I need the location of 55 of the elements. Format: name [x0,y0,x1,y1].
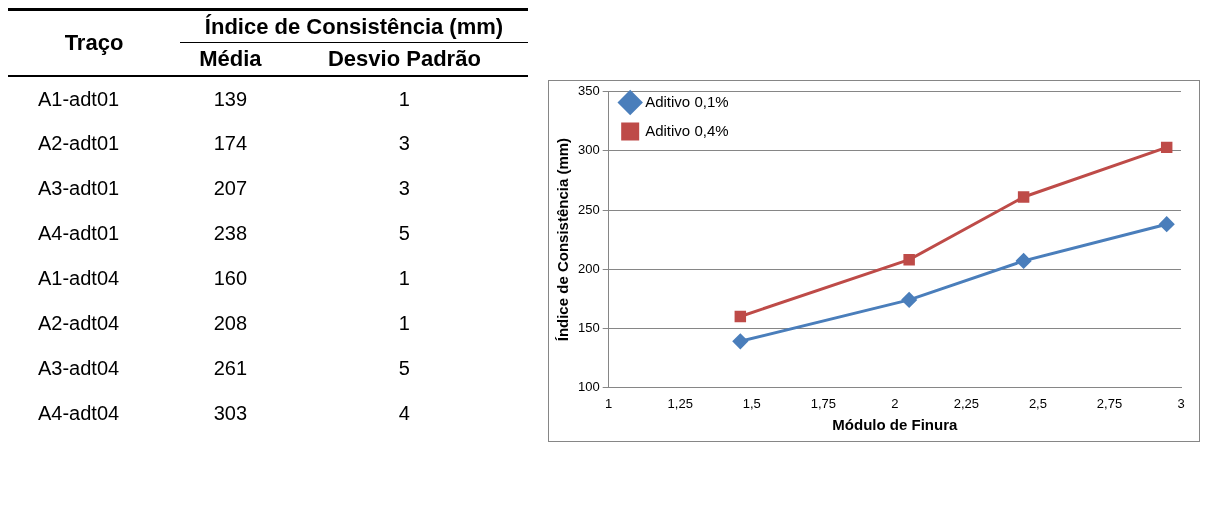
point [1160,141,1173,154]
y-axis-title: Índice de Consistência (mm) [554,137,572,342]
text: Traço [8,9,180,77]
data-label: 3 [397,176,411,202]
y-tick-label: 200 [577,260,600,276]
text: Desvio Padrão [280,42,528,77]
legend-label: Aditivo 0,4% [645,121,729,139]
x-tick-label: 3 [1177,395,1185,411]
data-label: 3 [397,131,411,157]
category-label: A2-adt04 [37,311,121,337]
data-label: 207 [212,176,249,202]
x-tick-label: 1,25 [667,395,693,411]
x-tick-label: 2 [891,395,899,411]
point [734,310,747,323]
data-label: 303 [212,401,249,427]
data-label: 5 [397,221,411,247]
category-label: A3-adt01 [37,176,121,202]
data-label: 1 [397,311,411,337]
category-label: A4-adt01 [37,221,121,247]
category-label: A1-adt01 [37,86,121,112]
point [1017,191,1030,203]
data-label: 139 [212,86,249,112]
data-label: 5 [397,356,411,382]
data-label: 4 [397,401,411,427]
y-tick-label: 300 [577,142,600,158]
category-label: A2-adt01 [37,131,121,157]
y-tick-label: 150 [577,319,600,335]
point [1016,253,1032,269]
text: Índice de Consistência (mm) [180,9,528,43]
category-label: A3-adt04 [37,356,121,382]
y-tick-label: 350 [577,83,600,99]
point [903,253,915,266]
data-label: 174 [212,131,249,157]
category-label: A1-adt04 [37,266,121,292]
point [732,333,748,349]
data-label: 1 [397,86,411,112]
x-tick-label: 2,25 [953,395,980,411]
y-tick-label: 100 [577,378,600,394]
data-label: 238 [212,221,249,247]
y-tick-label: 250 [577,201,600,217]
x-axis-title: Módulo de Finura [832,416,958,434]
text: Média [180,42,281,77]
data-label: 208 [212,311,249,337]
data-label: 1 [397,266,411,292]
data-label: 261 [212,356,249,382]
category-label: A4-adt04 [37,401,121,427]
point [1159,216,1175,232]
x-tick-label: 2,5 [1028,395,1047,411]
x-tick-label: 1 [605,395,613,411]
legend-label: Aditivo 0,1% [645,92,729,110]
x-tick-label: 1,75 [810,395,836,411]
x-tick-label: 1,5 [742,395,761,411]
data-label: 160 [212,266,249,292]
point [901,292,917,308]
x-tick-label: 2,75 [1096,395,1123,411]
